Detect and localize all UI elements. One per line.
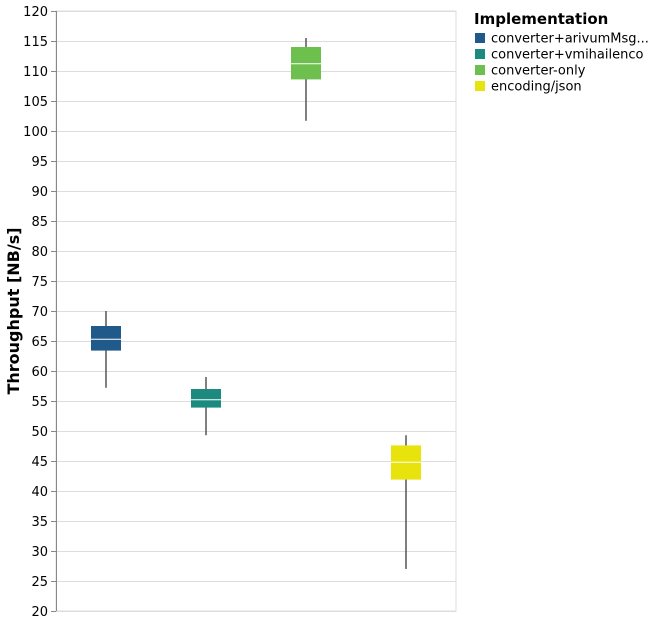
y-tick-label: 50: [31, 425, 48, 440]
grid-lines: [55, 10, 457, 612]
y-tick-label: 55: [31, 395, 48, 410]
y-tick-label: 30: [31, 545, 48, 560]
legend-label: converter+arivumMsg...: [491, 32, 649, 47]
y-axis-title: Throughput [NB/s]: [4, 227, 23, 394]
y-tick-label: 20: [31, 605, 48, 620]
box-group: [391, 435, 421, 569]
box-group: [191, 377, 221, 436]
y-tick-label: 75: [31, 275, 48, 290]
y-tick-label: 110: [23, 65, 48, 80]
legend-label: converter-only: [491, 64, 586, 79]
legend-swatch: [475, 81, 485, 91]
legend-swatch: [475, 49, 485, 59]
box-plots: [91, 38, 421, 569]
y-tick-label: 85: [31, 215, 48, 230]
legend-label: encoding/json: [491, 80, 582, 95]
y-tick-label: 80: [31, 245, 48, 260]
legend-title: Implementation: [474, 10, 608, 28]
box: [91, 326, 121, 351]
y-tick-label: 105: [23, 95, 48, 110]
y-tick-label: 65: [31, 335, 48, 350]
y-tick-label: 100: [23, 125, 48, 140]
y-tick-label: 45: [31, 455, 48, 470]
legend-swatch: [475, 65, 485, 75]
y-tick-label: 90: [31, 185, 48, 200]
y-tick-label: 60: [31, 365, 48, 380]
y-axis: 20 25 30 35 40 45 50 55 60 65 70 75 80 85 90 95 100 105 11…: [23, 5, 57, 620]
box-group: [291, 38, 321, 121]
y-tick-label: 95: [31, 155, 48, 170]
legend: Implementation converter+arivumMsg...con…: [474, 10, 649, 95]
y-tick-label: 120: [23, 5, 48, 20]
y-tick-label: 115: [23, 35, 48, 50]
y-tick-label: 35: [31, 515, 48, 530]
y-tick-label: 25: [31, 575, 48, 590]
box-group: [91, 311, 121, 388]
legend-label: converter+vmihailenco: [491, 48, 643, 63]
y-tick-label: 70: [31, 305, 48, 320]
box: [191, 389, 221, 408]
legend-swatch: [475, 33, 485, 43]
y-tick-label: 40: [31, 485, 48, 500]
box: [291, 47, 321, 80]
